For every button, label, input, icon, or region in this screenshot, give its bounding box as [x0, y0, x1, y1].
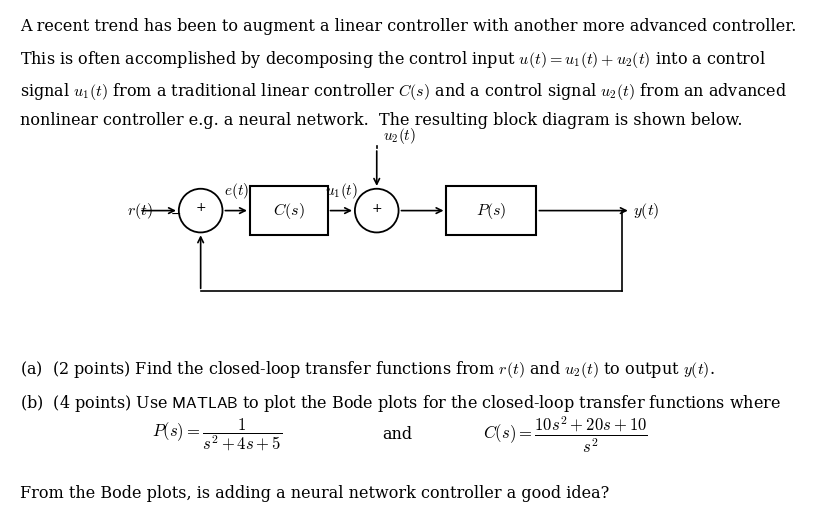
Text: nonlinear controller e.g. a neural network.  The resulting block diagram is show: nonlinear controller e.g. a neural netwo… [20, 112, 743, 129]
Text: and: and [382, 426, 412, 443]
Bar [250, 186, 328, 235]
Text: $u_2(t)$: $u_2(t)$ [383, 126, 416, 146]
Text: $C(s) = \dfrac{10s^2 + 20s + 10}{s^2}$: $C(s) = \dfrac{10s^2 + 20s + 10}{s^2}$ [482, 414, 648, 454]
Bar [446, 186, 536, 235]
Text: (b)  (4 points) Use $\mathsf{MATLAB}$ to plot the Bode plots for the closed-loop: (b) (4 points) Use $\mathsf{MATLAB}$ to … [20, 393, 781, 413]
Text: $-$: $-$ [170, 207, 181, 220]
Text: (a)  (2 points) Find the closed-loop transfer functions from $r(t)$ and $u_2(t)$: (a) (2 points) Find the closed-loop tran… [20, 359, 715, 380]
Text: $+$: $+$ [371, 202, 382, 215]
Text: $C(s)$: $C(s)$ [273, 201, 305, 220]
Text: $r(t)$: $r(t)$ [127, 201, 152, 220]
Text: $+$: $+$ [195, 201, 206, 214]
Text: signal $u_1(t)$ from a traditional linear controller $C(s)$ and a control signal: signal $u_1(t)$ from a traditional linea… [20, 81, 788, 101]
Text: From the Bode plots, is adding a neural network controller a good idea?: From the Bode plots, is adding a neural … [20, 485, 609, 502]
Text: $P(s)$: $P(s)$ [476, 201, 507, 220]
Text: A recent trend has been to augment a linear controller with another more advance: A recent trend has been to augment a lin… [20, 18, 797, 35]
Text: $P(s) = \dfrac{1}{s^2 + 4s + 5}$: $P(s) = \dfrac{1}{s^2 + 4s + 5}$ [152, 416, 282, 452]
Text: $e(t)$: $e(t)$ [224, 181, 249, 201]
Text: This is often accomplished by decomposing the control input $u(t) = u_1(t) + u_2: This is often accomplished by decomposin… [20, 49, 767, 70]
Text: $y(t)$: $y(t)$ [633, 201, 659, 220]
Text: $u_1(t)$: $u_1(t)$ [325, 181, 358, 201]
